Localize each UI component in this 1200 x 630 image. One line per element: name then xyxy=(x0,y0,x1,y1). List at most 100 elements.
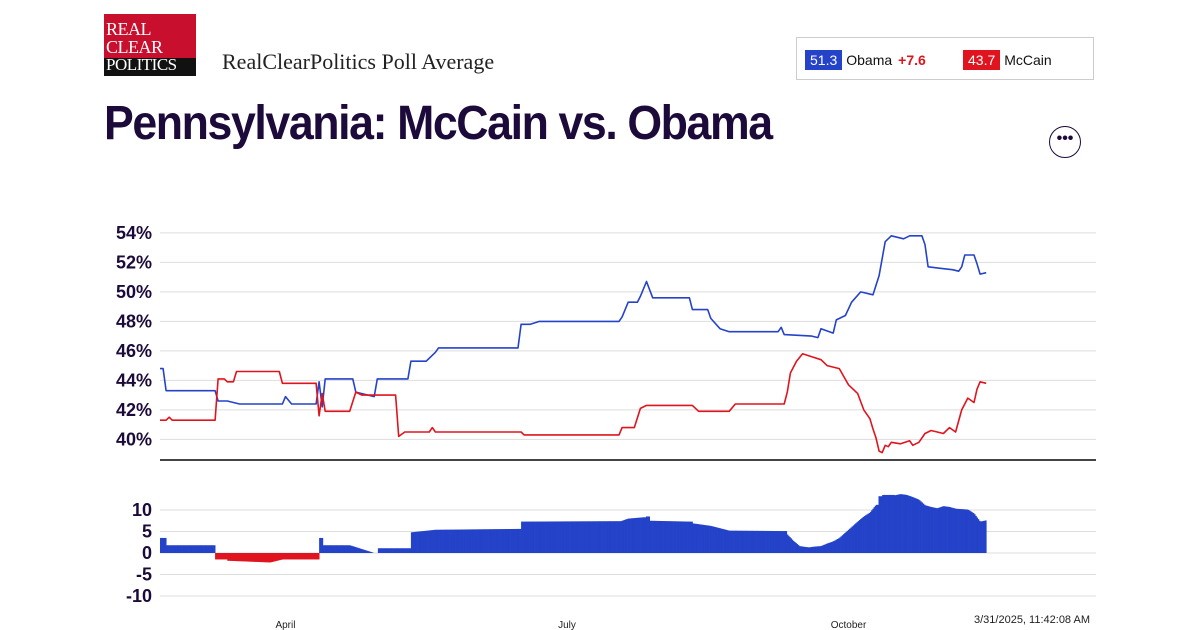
spread-bar xyxy=(503,529,506,553)
spread-bar xyxy=(454,529,457,553)
spread-bar xyxy=(248,553,250,562)
spread-bar xyxy=(964,509,966,553)
spread-bar xyxy=(186,545,189,553)
spread-bar xyxy=(364,550,367,553)
spread-bar xyxy=(710,526,713,553)
spread-bar xyxy=(570,521,572,553)
spread-bar xyxy=(510,529,512,553)
spread-bar xyxy=(962,509,965,553)
spread-bar xyxy=(168,545,171,553)
spread-bar xyxy=(189,545,191,553)
spread-tick-label: -10 xyxy=(126,586,152,606)
spread-bar xyxy=(950,507,953,553)
spread-bar xyxy=(704,525,707,553)
spread-bar xyxy=(543,521,545,553)
spread-bar xyxy=(639,517,642,553)
spread-bar xyxy=(947,506,949,553)
spread-bar xyxy=(748,530,751,553)
spread-bar xyxy=(242,553,244,562)
spread-bar xyxy=(955,508,958,553)
spread-bar xyxy=(851,526,854,553)
spread-bar xyxy=(217,553,220,560)
y-tick-label: 40% xyxy=(116,429,152,449)
spread-bar xyxy=(259,553,261,563)
spread-bar xyxy=(409,548,412,553)
spread-bar xyxy=(544,521,546,553)
spread-bar xyxy=(466,529,468,553)
spread-bar xyxy=(506,529,509,553)
spread-bar xyxy=(321,537,324,553)
spread-bar xyxy=(731,530,734,553)
spread-bar xyxy=(410,532,413,553)
spread-bar xyxy=(447,529,450,553)
spread-bar xyxy=(900,494,903,553)
spread-bar xyxy=(590,521,593,553)
spread-bar xyxy=(278,553,281,561)
spread-bar xyxy=(545,521,548,553)
spread-bar xyxy=(694,523,697,553)
spread-bar xyxy=(628,518,631,553)
spread-bar xyxy=(844,533,846,553)
spread-bar xyxy=(254,553,256,562)
legend-item-obama[interactable]: 51.3 Obama +7.6 xyxy=(805,50,926,70)
spread-bar xyxy=(328,545,331,553)
spread-bar xyxy=(311,553,314,560)
spread-bar xyxy=(770,530,773,553)
spread-bar xyxy=(906,495,909,553)
spread-bar xyxy=(508,529,511,553)
spread-bar xyxy=(939,507,942,553)
spread-bar xyxy=(840,536,843,553)
spread-bar xyxy=(712,526,714,553)
spread-bar xyxy=(450,529,452,553)
spread-bar xyxy=(883,494,885,553)
spread-bar xyxy=(212,545,215,553)
rcp-logo[interactable]: REAL CLEAR POLITICS xyxy=(104,14,196,76)
spread-bar xyxy=(349,545,352,553)
spread-bar xyxy=(161,537,163,553)
spread-bar xyxy=(797,545,800,553)
spread-bar xyxy=(475,529,478,553)
spread-bar xyxy=(218,553,221,560)
spread-bar xyxy=(956,508,959,553)
spread-bar xyxy=(474,529,477,553)
spread-bar xyxy=(911,496,914,553)
spread-bar xyxy=(830,542,833,553)
spread-bar xyxy=(315,553,318,560)
spread-bar xyxy=(517,528,520,553)
spread-bar xyxy=(926,505,928,553)
spread-bar xyxy=(816,546,818,553)
spread-bar xyxy=(867,513,870,553)
spread-bar xyxy=(348,545,351,553)
spread-bar xyxy=(945,506,948,553)
spread-bar xyxy=(732,530,735,553)
spread-bar xyxy=(654,520,657,553)
spread-bar xyxy=(452,529,455,553)
spread-bar xyxy=(197,545,200,553)
spread-bar xyxy=(866,514,868,553)
spread-bar xyxy=(306,553,309,560)
spread-bar xyxy=(549,521,551,553)
spread-bar xyxy=(977,519,980,553)
spread-bar xyxy=(286,553,288,560)
spread-bar xyxy=(316,553,319,560)
x-tick-label: July xyxy=(558,620,576,630)
spread-bar xyxy=(320,537,322,553)
legend-item-mccain[interactable]: 43.7 McCain xyxy=(963,50,1052,70)
spread-bar xyxy=(567,521,570,553)
spread-bar xyxy=(479,529,482,553)
spread-bar xyxy=(802,546,805,553)
spread-bar xyxy=(683,521,686,553)
spread-bar xyxy=(808,547,811,553)
spread-bar xyxy=(507,529,510,553)
spread-bar xyxy=(631,518,633,553)
spread-bar xyxy=(331,545,333,553)
spread-bar xyxy=(303,553,305,560)
spread-bar xyxy=(725,529,728,553)
more-options-button[interactable]: ••• xyxy=(1049,126,1081,158)
spread-bar xyxy=(674,521,676,553)
spread-bar xyxy=(809,547,812,553)
spread-bar xyxy=(457,529,460,553)
spread-bar xyxy=(261,553,264,563)
spread-bar xyxy=(645,516,648,553)
spread-bar xyxy=(606,521,609,553)
